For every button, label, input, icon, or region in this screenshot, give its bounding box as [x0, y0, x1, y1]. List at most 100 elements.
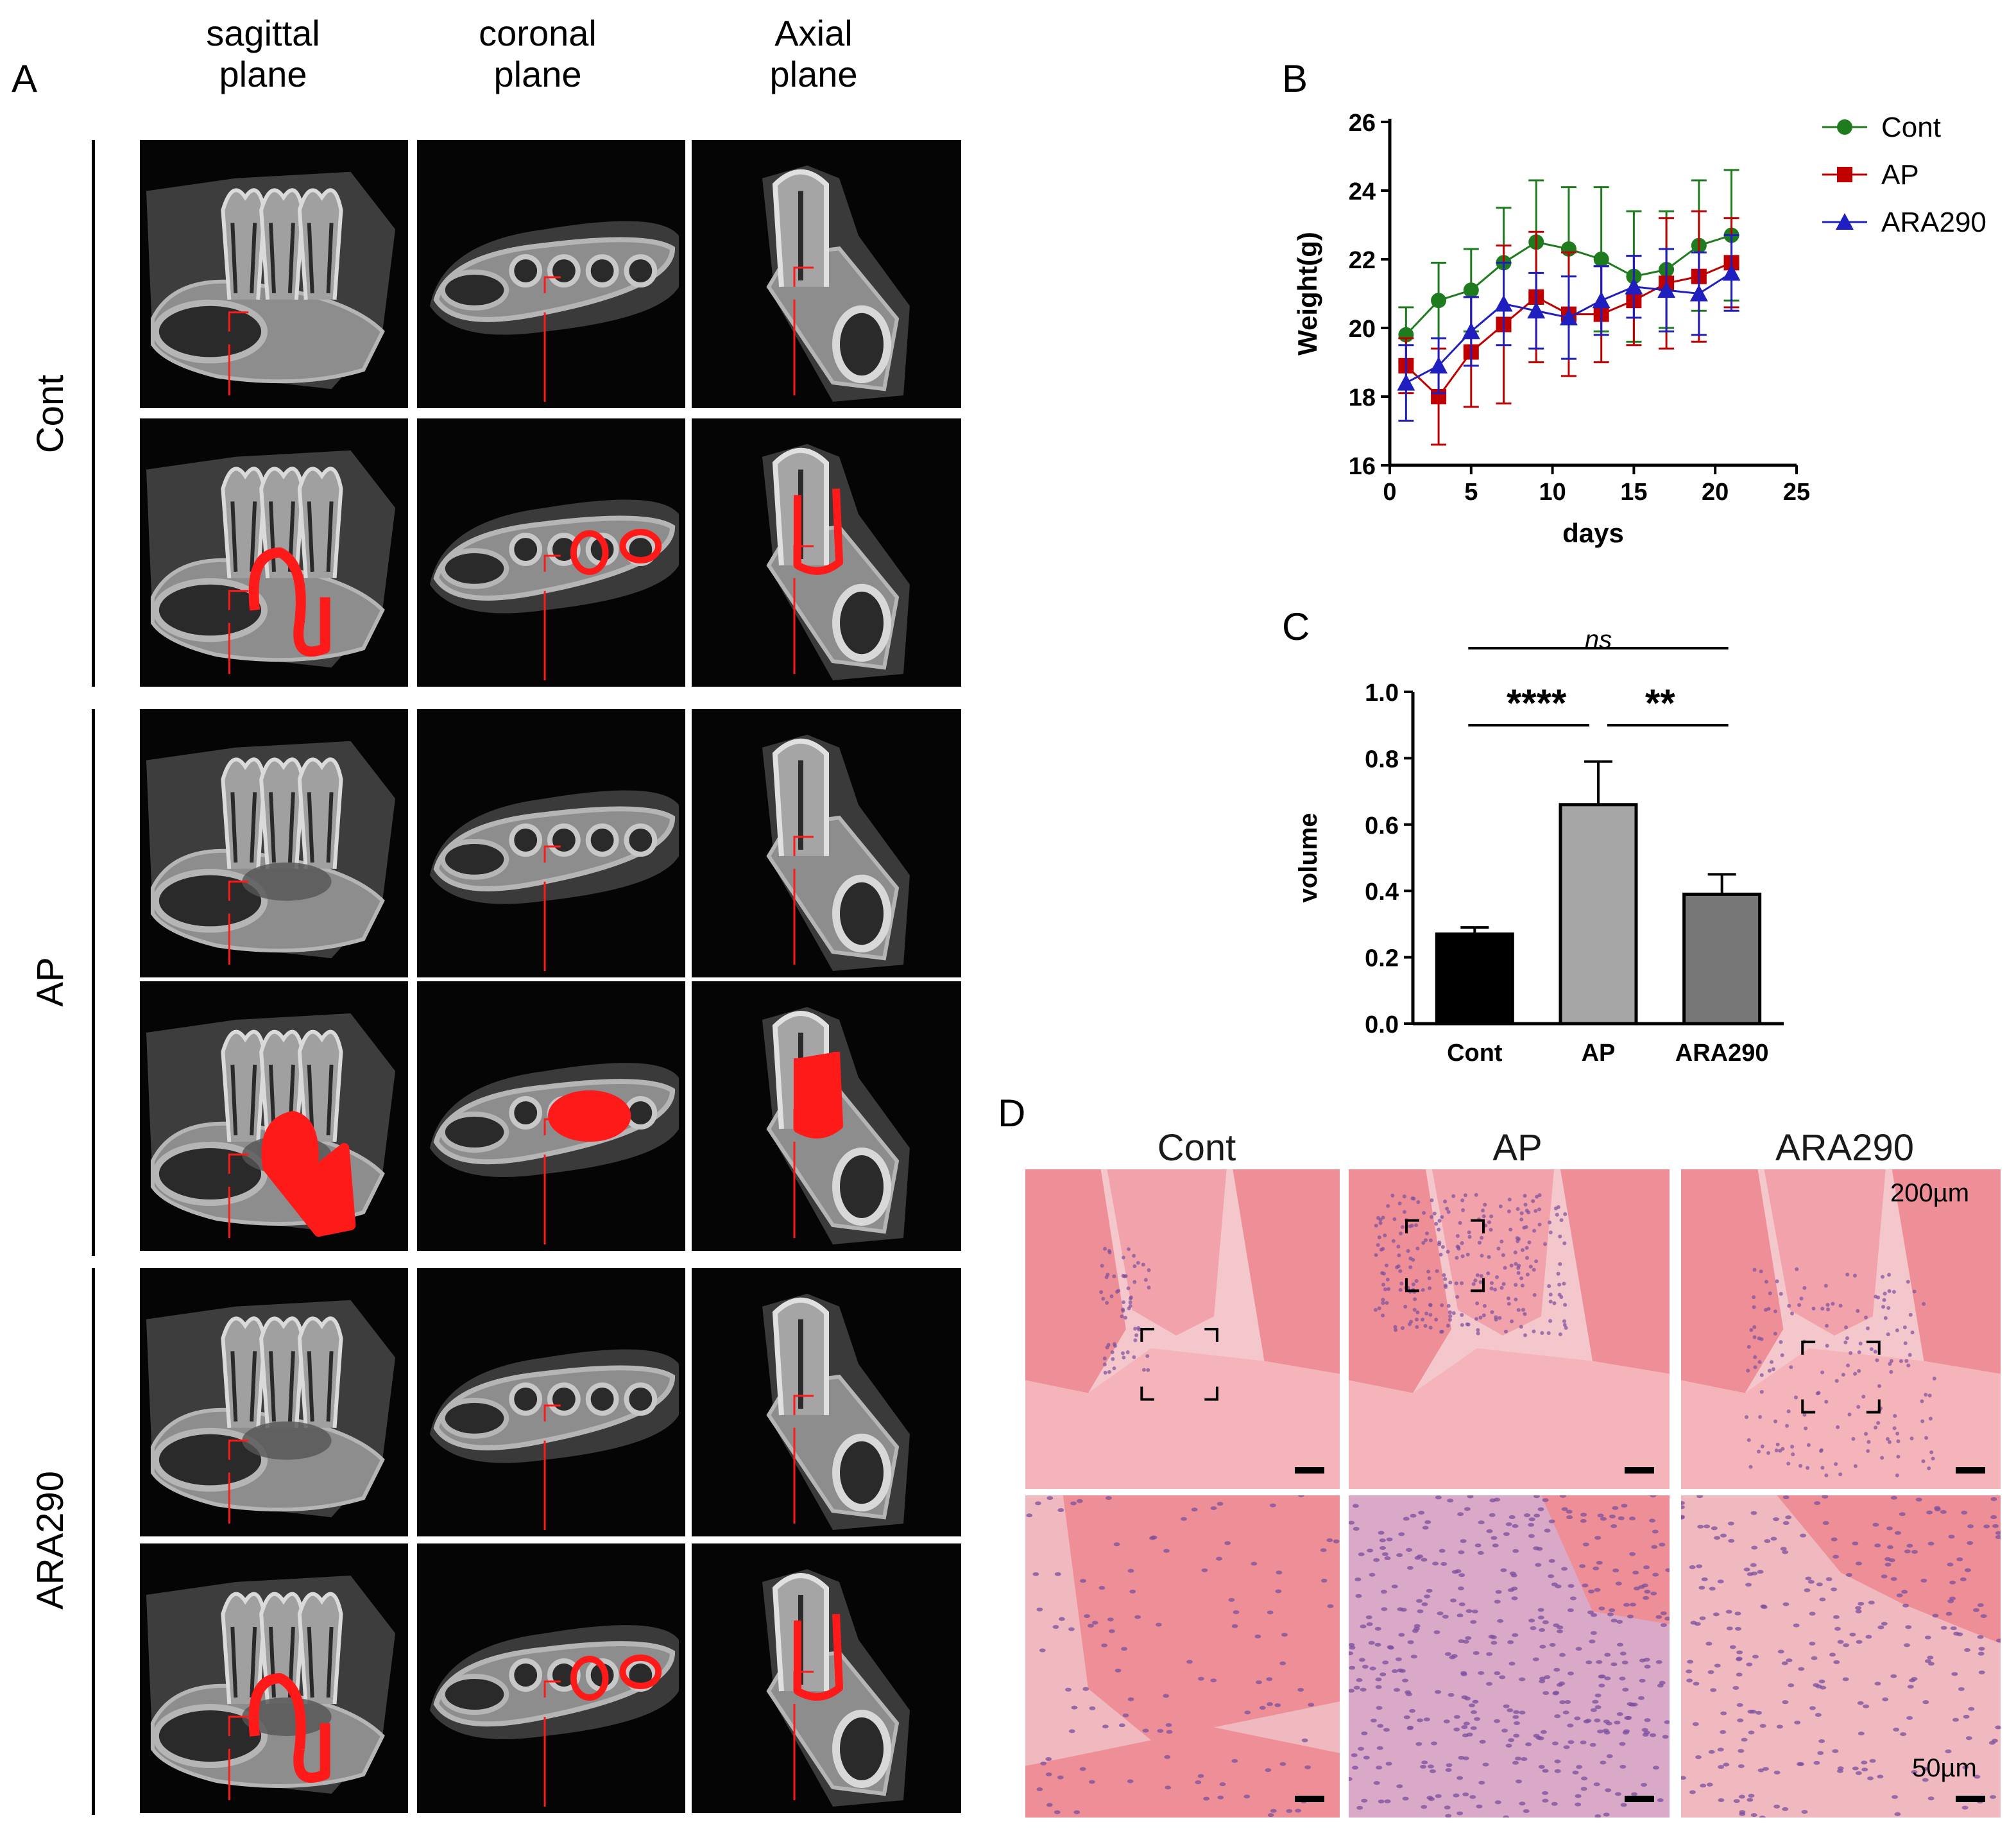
cell-nucleus [1358, 1658, 1365, 1662]
incisor-cross-section [440, 270, 509, 311]
roi-outline [619, 529, 662, 563]
cell-nucleus [1462, 1756, 1469, 1760]
inflammatory-cell [1398, 1269, 1403, 1273]
cell-nucleus [1720, 1711, 1727, 1715]
cell-nucleus [1387, 1645, 1394, 1649]
cell-nucleus [1580, 1513, 1587, 1517]
cell-nucleus [1902, 1603, 1909, 1608]
cell-nucleus [1544, 1675, 1551, 1680]
cell-nucleus [1458, 1602, 1465, 1606]
inflammatory-cell [1885, 1437, 1890, 1441]
cell-nucleus [1833, 1660, 1840, 1664]
incisor-cross-section [152, 1427, 268, 1492]
cell-nucleus [1905, 1625, 1912, 1629]
inflammatory-cell [1112, 1366, 1116, 1371]
cell-nucleus [1664, 1720, 1670, 1724]
inflammatory-cell [1864, 1315, 1868, 1320]
cell-nucleus [1589, 1742, 1596, 1747]
x-tick-label-ara290: ARA290 [1675, 1040, 1769, 1067]
cell-nucleus [1952, 1717, 1959, 1722]
cell-nucleus [1576, 1765, 1583, 1769]
inflammatory-cell [1476, 1328, 1480, 1332]
cell-nucleus [1863, 1704, 1870, 1708]
inflammatory-cell [1906, 1363, 1911, 1368]
roi-outline [570, 530, 609, 575]
inflammatory-cell [1133, 1327, 1137, 1331]
inflammatory-cell [1553, 1206, 1558, 1210]
inflammatory-cell [1888, 1362, 1892, 1366]
cell-nucleus [1718, 1798, 1725, 1803]
roi-outline [794, 488, 843, 575]
column-header-line1: coronal [479, 13, 597, 53]
cell-nucleus [1201, 1568, 1208, 1572]
inflammatory-cell [1562, 1282, 1566, 1286]
cell-nucleus [1494, 1719, 1500, 1723]
legend-marker [1837, 167, 1852, 182]
inflammatory-cell [1448, 1314, 1453, 1318]
cell-nucleus [1655, 1615, 1662, 1619]
cell-nucleus [1951, 1672, 1958, 1676]
incisor-cross-section [152, 1142, 268, 1206]
cell-nucleus [1266, 1677, 1273, 1681]
cell-nucleus [1259, 1706, 1266, 1710]
inflammatory-cell [1136, 1260, 1140, 1265]
cell-nucleus [1874, 1543, 1881, 1548]
legend-label-ara290: ARA290 [1881, 207, 1986, 238]
cell-nucleus [1623, 1729, 1630, 1733]
panel-c-letter: C [1282, 605, 1310, 648]
cell-nucleus [1600, 1517, 1607, 1521]
inflammatory-cell [1793, 1395, 1798, 1400]
cell-nucleus [1361, 1798, 1368, 1803]
cell-nucleus [1455, 1569, 1462, 1574]
cell-nucleus [1809, 1612, 1816, 1616]
inflammatory-cell [1456, 1246, 1461, 1251]
inflammatory-cell [1521, 1307, 1525, 1312]
cell-nucleus [1488, 1635, 1495, 1639]
he-image-ara290-overview [1681, 1169, 2001, 1489]
inflammatory-cell [1791, 1452, 1795, 1457]
cell-nucleus [1437, 1611, 1444, 1615]
panel-b-letter: B [1282, 57, 1308, 100]
inflammatory-cell [1770, 1360, 1774, 1364]
roi-outline [248, 1673, 330, 1783]
cell-nucleus [1403, 1517, 1410, 1521]
root-cross-section [509, 254, 543, 288]
cell-nucleus [1855, 1606, 1862, 1610]
inflammatory-cell [1460, 1281, 1464, 1285]
cell-nucleus [1701, 1577, 1708, 1581]
inflammatory-cell [1548, 1220, 1552, 1225]
cell-nucleus [1964, 1647, 1971, 1652]
inflammatory-cell [1902, 1325, 1907, 1330]
inflammatory-cell [1562, 1241, 1567, 1246]
cell-nucleus [1940, 1626, 1947, 1630]
cell-nucleus [1478, 1520, 1485, 1525]
inflammatory-cell [1390, 1193, 1395, 1198]
x-tick-label: 10 [1539, 479, 1566, 506]
cell-nucleus [1057, 1508, 1064, 1513]
inflammatory-cell [1455, 1294, 1460, 1299]
inflammatory-cell [1895, 1431, 1900, 1436]
cell-nucleus [1508, 1738, 1515, 1742]
cell-nucleus [1638, 1696, 1644, 1700]
cell-nucleus [1720, 1533, 1727, 1538]
inflammatory-cell [1910, 1330, 1915, 1335]
cell-nucleus [1723, 1762, 1730, 1767]
cell-nucleus [1374, 1626, 1381, 1631]
cell-nucleus [1770, 1536, 1777, 1541]
cell-nucleus [1609, 1608, 1616, 1613]
he-image-ap-overview [1349, 1169, 1670, 1489]
panel-a-letter: A [12, 57, 38, 100]
cell-nucleus [1621, 1504, 1628, 1508]
ct-image-drawing [692, 1543, 961, 1813]
cell-nucleus [1736, 1672, 1743, 1677]
cell-nucleus [1079, 1767, 1086, 1771]
legend-label-ap: AP [1881, 159, 1919, 191]
cell-nucleus [1433, 1630, 1440, 1635]
significance-label: **** [1507, 682, 1567, 725]
cell-nucleus [1559, 1681, 1566, 1686]
cell-nucleus [1491, 1536, 1498, 1540]
inflammatory-cell [1475, 1301, 1480, 1305]
cell-nucleus [1614, 1792, 1621, 1796]
cell-nucleus [1533, 1513, 1541, 1518]
cell-nucleus [1563, 1745, 1570, 1749]
